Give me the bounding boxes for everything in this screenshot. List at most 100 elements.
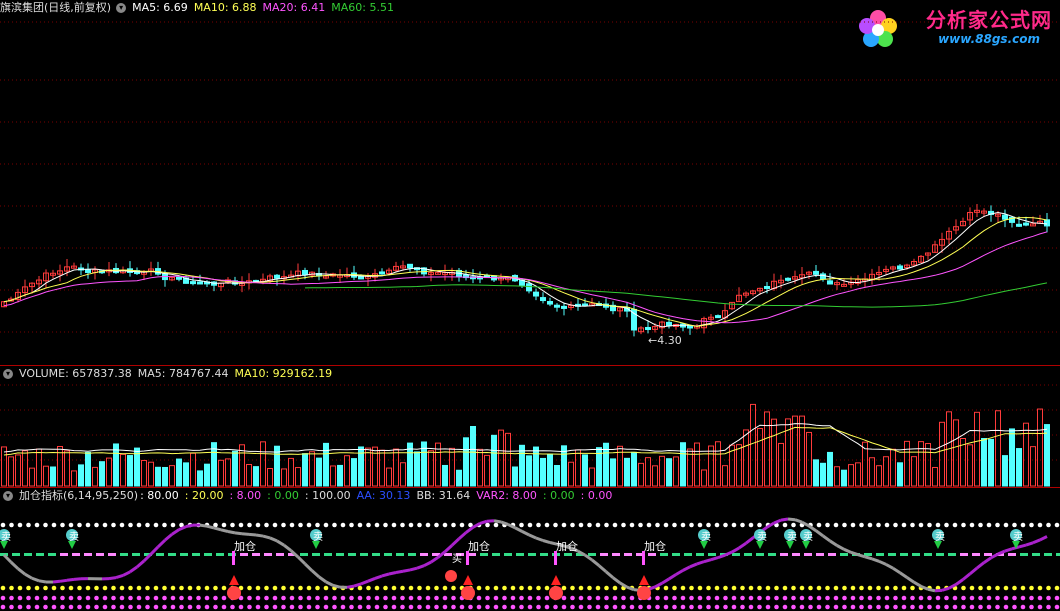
indicator-dot-magenta [374, 604, 380, 610]
volume-bar [274, 445, 280, 487]
oscillator-segment [31, 576, 40, 583]
chevron-down-icon[interactable]: ▾ [116, 3, 127, 13]
down-arrow-icon [756, 541, 764, 549]
volume-bar [617, 445, 623, 487]
sell-label: 卖 [701, 531, 711, 543]
indicator-dot-magenta [340, 595, 346, 601]
indicator-dot-yellow [570, 585, 575, 591]
indicator-dot-magenta [1046, 595, 1051, 601]
oscillator-segment [906, 576, 915, 584]
volume-bar [113, 443, 119, 487]
indicator-mid-bar [588, 553, 596, 556]
oscillator-segment [24, 572, 33, 580]
oscillator-segment [2, 553, 13, 564]
volume-bar [365, 447, 371, 487]
oscillator-segment [325, 580, 334, 587]
indicator-dot-yellow [85, 585, 91, 591]
oscillator-segment [262, 534, 271, 540]
volume-bar [162, 466, 168, 487]
indicator-mid-bar [528, 553, 536, 556]
candle-body [295, 270, 301, 277]
indicator-mid-bar [456, 553, 464, 556]
volume-ma10-readout: MA10: 929162.19 [234, 367, 333, 380]
volume-bar [50, 466, 56, 487]
indicator-var2: VAR2: 8.00 [476, 489, 537, 502]
indicator-dot-magenta [357, 604, 363, 610]
indicator-dot-magenta [1037, 604, 1043, 610]
indicator-mid-bar [396, 553, 404, 556]
volume-bar [778, 442, 784, 487]
indicator-dot-yellow [68, 585, 74, 591]
volume-bar [890, 448, 896, 487]
sell-signal-icon [754, 529, 766, 541]
indicator-mid-bar [204, 553, 212, 556]
oscillator-segment [409, 566, 418, 572]
ma20-readout: MA20: 6.41 [262, 1, 326, 14]
candle-body [743, 292, 749, 296]
indicator-dot-magenta [646, 604, 652, 610]
volume-bar [498, 429, 504, 487]
indicator-mid-bar [132, 553, 140, 556]
volume-bar [57, 446, 63, 487]
candle-body [925, 252, 931, 256]
indicator-dot-magenta [179, 604, 184, 610]
indicator-dot-white [969, 522, 975, 528]
volume-bar [953, 419, 959, 487]
oscillator-segment [59, 578, 68, 583]
indicator-dot-magenta [34, 604, 40, 610]
indicator-dot-white [306, 522, 312, 528]
oscillator-segment [1039, 535, 1048, 542]
candle-body [610, 304, 616, 312]
oscillator-segment [374, 574, 383, 580]
oscillator-segment [395, 569, 404, 574]
oscillator-segment [276, 539, 285, 547]
volume-bar [309, 451, 315, 487]
indicator-mid-bar [636, 553, 644, 556]
indicator-dot-magenta [179, 595, 184, 601]
candle-body [407, 263, 413, 269]
candle-body [71, 265, 77, 269]
indicator-dot-yellow [425, 585, 431, 591]
indicator-dot-white [655, 522, 660, 528]
indicator-dot-magenta [748, 604, 754, 610]
indicator-dot-yellow [1037, 585, 1043, 591]
volume-bar [519, 444, 525, 487]
volume-bar [967, 444, 973, 487]
chevron-down-icon[interactable]: ▾ [3, 369, 13, 379]
volume-bar [295, 467, 301, 487]
indicator-dot-magenta [221, 595, 227, 601]
indicator-dot-magenta [9, 604, 14, 610]
candle-body [701, 318, 707, 329]
indicator-dot-magenta [935, 595, 941, 601]
volume-bar [596, 447, 602, 487]
indicator-dot-magenta [978, 595, 983, 601]
sell-label: 卖 [803, 531, 813, 543]
indicator-dot-magenta [706, 604, 711, 610]
indicator-dot-magenta [816, 604, 822, 610]
volume-bar [267, 468, 273, 487]
indicator-dot-magenta [672, 595, 677, 601]
indicator-dot-yellow [986, 585, 992, 591]
indicator-dot-magenta [808, 595, 813, 601]
sell-label: 卖 [69, 531, 79, 543]
indicator-dot-yellow [77, 585, 82, 591]
indicator-dot-magenta [111, 595, 116, 601]
oscillator-segment [1032, 538, 1041, 545]
indicator-dot-white [833, 522, 839, 528]
indicator-dot-white [825, 522, 830, 528]
indicator-dot-magenta [1020, 595, 1026, 601]
indicator-dot-magenta [459, 604, 465, 610]
indicator-dot-yellow [281, 585, 286, 591]
indicator-mid-bar [168, 553, 176, 556]
indicator-mid-bar [888, 553, 896, 556]
indicator-dot-yellow [238, 585, 244, 591]
indicator-dot-white [264, 522, 269, 528]
oscillator-segment [234, 531, 243, 536]
indicator-dot-yellow [0, 585, 6, 591]
indicator-dot-white [417, 522, 422, 528]
chevron-down-icon[interactable]: ▾ [3, 491, 13, 501]
oscillator-segment [619, 581, 628, 589]
indicator-dot-magenta [306, 595, 312, 601]
volume-bar [176, 458, 182, 487]
indicator-mid-bar [792, 553, 800, 556]
